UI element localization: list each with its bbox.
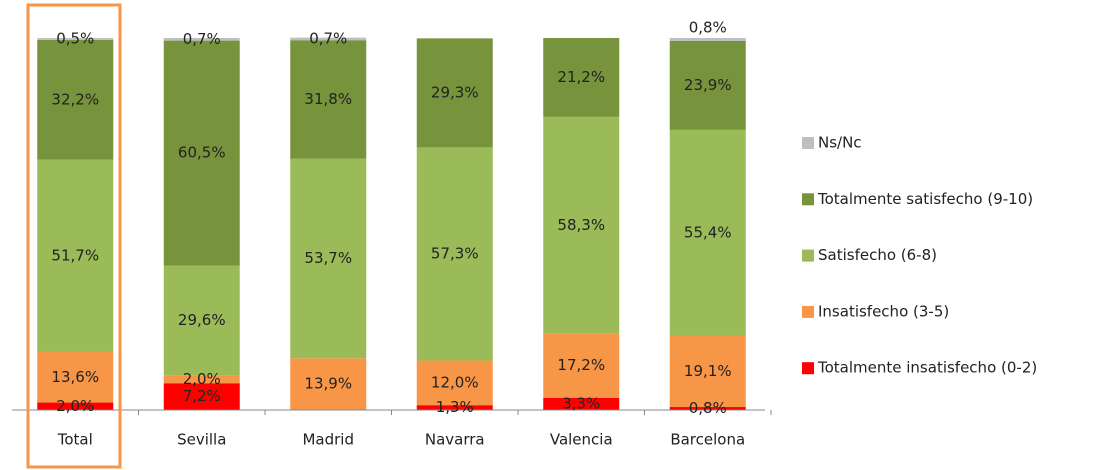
data-label: 51,7% bbox=[51, 246, 99, 264]
data-label: 3,3% bbox=[562, 394, 600, 412]
data-label: 58,3% bbox=[557, 216, 605, 234]
legend-swatch bbox=[802, 137, 814, 149]
legend-label: Totalmente satisfecho (9-10) bbox=[817, 190, 1033, 208]
x-tick-label: Barcelona bbox=[670, 431, 745, 449]
data-label: 2,0% bbox=[56, 397, 94, 415]
data-label: 32,2% bbox=[51, 90, 99, 108]
data-label: 0,8% bbox=[689, 399, 727, 417]
data-label: 23,9% bbox=[684, 76, 732, 94]
data-label: 55,4% bbox=[684, 223, 732, 241]
bar-segment bbox=[163, 40, 240, 266]
data-label: 17,2% bbox=[557, 356, 605, 374]
bar-segment bbox=[543, 116, 620, 334]
legend-swatch bbox=[802, 193, 814, 206]
legend-label: Satisfecho (6-8) bbox=[818, 246, 937, 264]
bar-segment bbox=[669, 38, 746, 41]
data-label: 0,5% bbox=[56, 29, 94, 47]
legend-swatch bbox=[802, 249, 814, 262]
bar-segment bbox=[37, 159, 114, 352]
data-label: 53,7% bbox=[304, 249, 352, 267]
bar-segment bbox=[37, 351, 114, 403]
data-label: 19,1% bbox=[684, 362, 732, 380]
data-label: 13,6% bbox=[51, 368, 99, 386]
x-tick-label: Navarra bbox=[425, 431, 485, 449]
data-label: 0,8% bbox=[689, 19, 727, 37]
bar-segment bbox=[163, 38, 240, 41]
legend-swatch bbox=[802, 362, 814, 375]
x-tick-label: Valencia bbox=[550, 431, 613, 449]
data-label: 29,6% bbox=[178, 311, 226, 329]
x-tick-label: Madrid bbox=[302, 431, 354, 449]
bar-segment bbox=[290, 158, 367, 359]
bar-segment bbox=[543, 397, 620, 410]
bar-segment bbox=[37, 402, 114, 410]
bar-segment bbox=[290, 37, 367, 41]
data-label: 31,8% bbox=[304, 90, 352, 108]
bar-segment bbox=[669, 40, 746, 130]
data-label: 57,3% bbox=[431, 244, 479, 262]
bar-segment bbox=[416, 38, 493, 148]
bar-segment bbox=[37, 38, 114, 40]
x-tick-label: Sevilla bbox=[177, 431, 226, 449]
bar-segment bbox=[37, 39, 114, 160]
x-tick-label: Total bbox=[57, 431, 93, 449]
data-label: 60,5% bbox=[178, 144, 226, 162]
legend-label: Ns/Nc bbox=[818, 134, 862, 152]
bar-segment bbox=[163, 265, 240, 376]
bar-segment bbox=[163, 383, 240, 410]
bar-segment bbox=[163, 375, 240, 384]
bars bbox=[37, 37, 746, 410]
legend-label: Totalmente insatisfecho (0-2) bbox=[817, 359, 1037, 377]
data-label: 29,3% bbox=[431, 83, 479, 101]
bar-segment bbox=[543, 333, 620, 398]
highlight-box bbox=[26, 3, 122, 469]
data-label: 2,0% bbox=[183, 370, 221, 388]
bar-segment bbox=[669, 407, 746, 410]
bar-segment bbox=[290, 40, 367, 159]
bar-segment bbox=[290, 358, 367, 410]
bar-segment bbox=[416, 405, 493, 410]
bar-segment bbox=[416, 147, 493, 361]
bar-segment bbox=[669, 129, 746, 336]
data-label: 7,2% bbox=[183, 387, 221, 405]
bar-segment bbox=[543, 38, 620, 117]
data-label: 13,9% bbox=[304, 375, 352, 393]
data-label: 0,7% bbox=[309, 29, 347, 47]
data-label: 21,2% bbox=[557, 68, 605, 86]
legend-label: Insatisfecho (3-5) bbox=[818, 302, 949, 320]
bar-segment bbox=[669, 335, 746, 408]
data-label: 0,7% bbox=[183, 30, 221, 48]
data-label: 12,0% bbox=[431, 373, 479, 391]
legend-swatch bbox=[802, 305, 814, 318]
data-label: 1,3% bbox=[436, 398, 474, 416]
bar-segment bbox=[416, 360, 493, 406]
